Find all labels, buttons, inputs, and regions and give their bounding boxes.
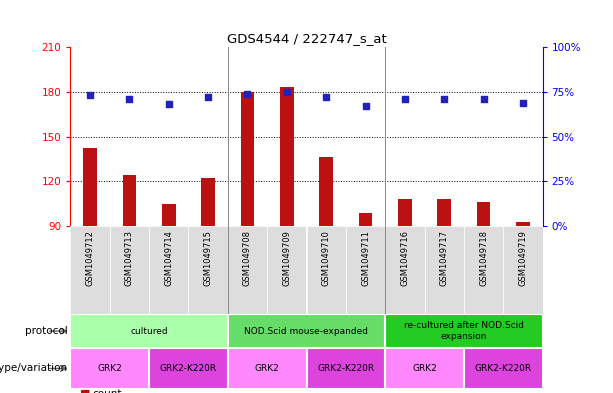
Text: GRK2: GRK2: [255, 364, 280, 373]
Bar: [110, 226, 149, 314]
Text: cultured: cultured: [131, 327, 168, 336]
Text: GRK2-K220R: GRK2-K220R: [160, 364, 217, 373]
Bar: [123, 175, 136, 226]
Bar: [385, 226, 424, 314]
Text: GRK2-K220R: GRK2-K220R: [318, 364, 375, 373]
Bar: [306, 226, 346, 314]
Bar: [385, 314, 543, 348]
Point: [282, 89, 292, 95]
Text: GSM1049712: GSM1049712: [86, 230, 94, 286]
Text: GSM1049711: GSM1049711: [361, 230, 370, 286]
Point: [243, 90, 253, 97]
Bar: [398, 199, 412, 226]
Point: [360, 103, 370, 109]
Point: [204, 94, 213, 100]
Bar: [346, 226, 385, 314]
Point: [321, 94, 331, 100]
Bar: [228, 314, 385, 348]
Bar: [149, 348, 228, 389]
Bar: [70, 348, 149, 389]
Bar: [516, 222, 530, 226]
Bar: [424, 226, 464, 314]
Title: GDS4544 / 222747_s_at: GDS4544 / 222747_s_at: [227, 31, 386, 44]
Text: GSM1049717: GSM1049717: [440, 230, 449, 286]
Point: [85, 92, 95, 99]
Text: GSM1049719: GSM1049719: [519, 230, 527, 286]
Bar: [241, 92, 254, 226]
Point: [479, 96, 489, 102]
Bar: [83, 149, 97, 226]
Bar: [70, 314, 228, 348]
Text: GSM1049709: GSM1049709: [283, 230, 291, 286]
Bar: [464, 348, 543, 389]
Bar: [359, 213, 372, 226]
Point: [400, 96, 409, 102]
Bar: [189, 226, 228, 314]
Text: GSM1049715: GSM1049715: [204, 230, 213, 286]
Bar: [228, 226, 267, 314]
Text: count: count: [92, 389, 121, 393]
Text: NOD.Scid mouse-expanded: NOD.Scid mouse-expanded: [245, 327, 368, 336]
Text: protocol: protocol: [25, 326, 67, 336]
Bar: [385, 348, 464, 389]
Text: re-cultured after NOD.Scid
expansion: re-cultured after NOD.Scid expansion: [404, 321, 524, 341]
Text: GSM1049713: GSM1049713: [125, 230, 134, 286]
Bar: [477, 202, 490, 226]
Bar: [201, 178, 215, 226]
Text: GRK2-K220R: GRK2-K220R: [474, 364, 531, 373]
Bar: [228, 348, 306, 389]
Text: GRK2: GRK2: [412, 364, 437, 373]
Text: GSM1049718: GSM1049718: [479, 230, 488, 286]
Bar: [464, 226, 503, 314]
Bar: [267, 226, 306, 314]
Bar: [70, 226, 110, 314]
Text: ■: ■: [80, 389, 90, 393]
Bar: [437, 199, 451, 226]
Text: GSM1049714: GSM1049714: [164, 230, 173, 286]
Bar: [280, 87, 294, 226]
Bar: [162, 204, 176, 226]
Bar: [319, 158, 333, 226]
Bar: [306, 348, 385, 389]
Point: [164, 101, 173, 108]
Text: GSM1049716: GSM1049716: [400, 230, 409, 286]
Point: [124, 96, 134, 102]
Bar: [503, 226, 543, 314]
Text: GRK2: GRK2: [97, 364, 122, 373]
Text: GSM1049710: GSM1049710: [322, 230, 330, 286]
Point: [440, 96, 449, 102]
Text: GSM1049708: GSM1049708: [243, 230, 252, 286]
Text: genotype/variation: genotype/variation: [0, 364, 67, 373]
Bar: [149, 226, 189, 314]
Point: [518, 99, 528, 106]
